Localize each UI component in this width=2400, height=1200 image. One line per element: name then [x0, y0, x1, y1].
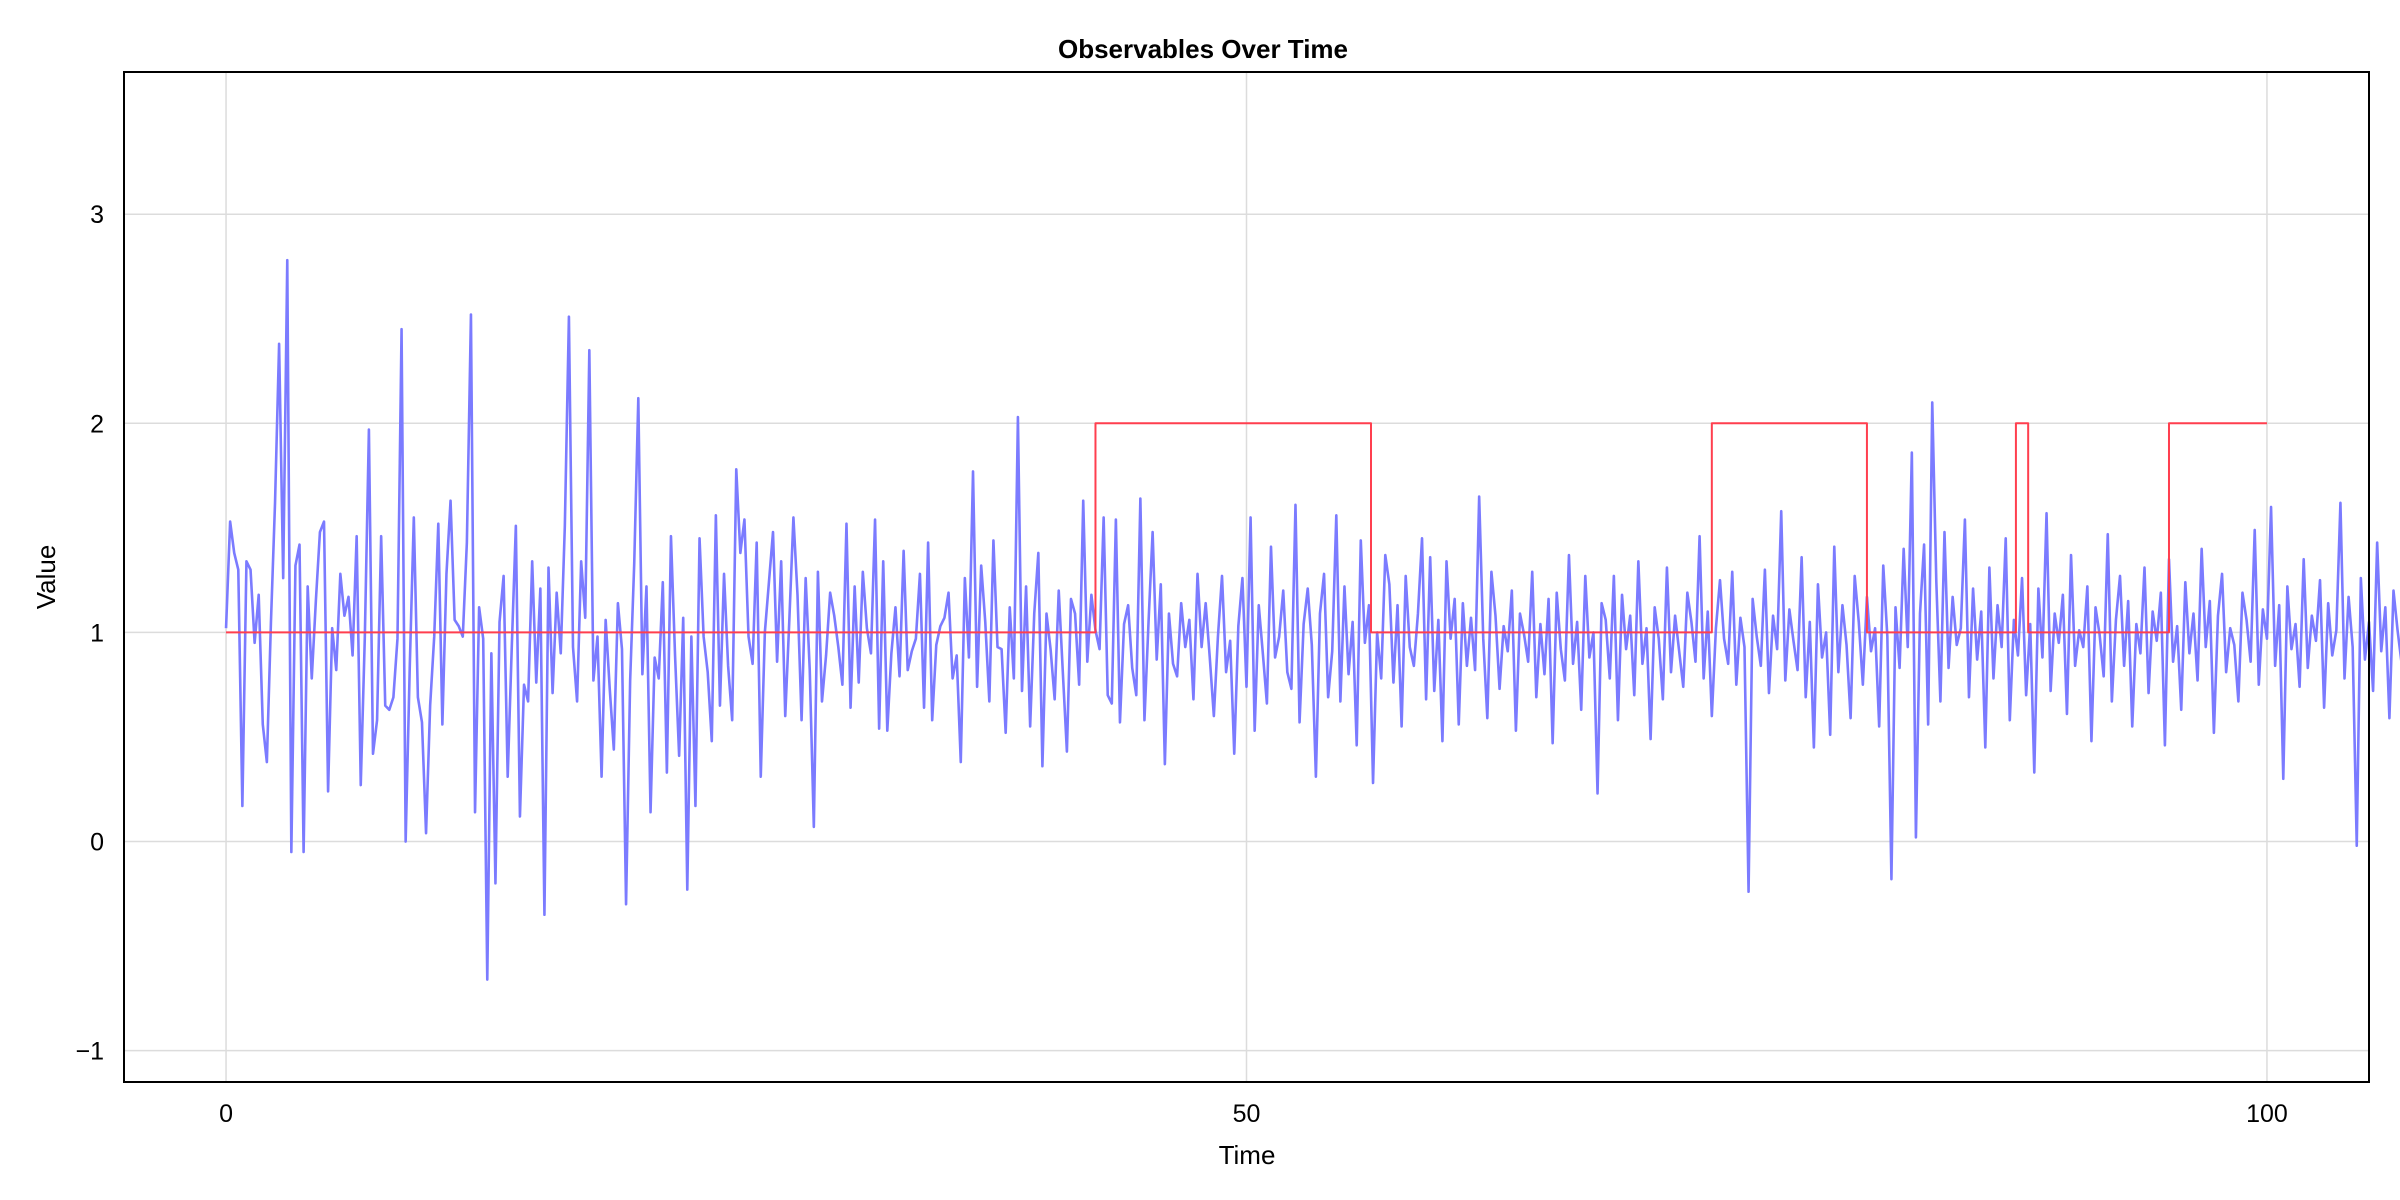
grid-lines — [124, 72, 2369, 1082]
y-tick-label: 0 — [90, 829, 104, 857]
plot-frame — [123, 71, 2370, 1083]
state-series-line — [226, 422, 2267, 634]
tick-labels: 0 50 100 −1 0 1 2 3 — [75, 201, 2287, 1128]
y-axis-label: Value — [31, 545, 61, 610]
x-tick-label: 50 — [1233, 1100, 1261, 1128]
series-layer — [224, 258, 2400, 981]
x-axis-label: Time — [1219, 1140, 1276, 1170]
y-tick-label: 1 — [90, 619, 104, 647]
y-tick-label: 3 — [90, 201, 104, 229]
chart-title: Observables Over Time — [1058, 34, 1348, 64]
x-tick-label: 0 — [219, 1100, 233, 1128]
observation-series-line — [224, 258, 2400, 981]
y-tick-label: 2 — [90, 410, 104, 438]
y-tick-label: −1 — [75, 1038, 104, 1066]
x-tick-label: 100 — [2246, 1100, 2288, 1128]
